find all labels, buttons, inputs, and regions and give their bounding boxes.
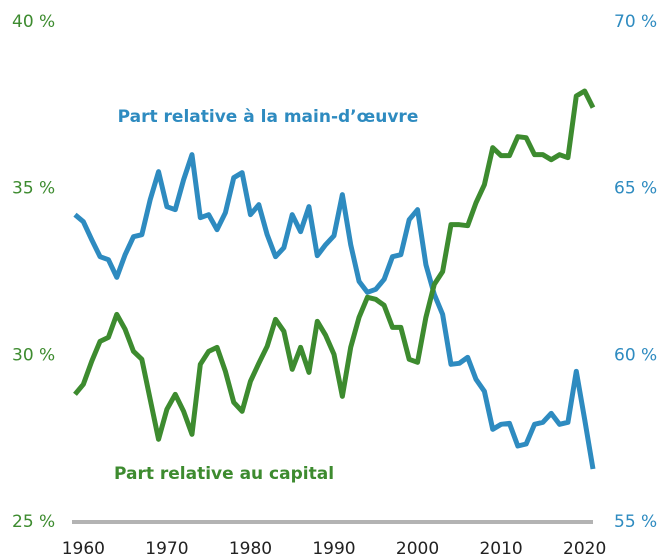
x-tick-label: 1960 bbox=[62, 539, 105, 559]
x-tick-label: 1980 bbox=[229, 539, 272, 559]
series-annotation: Part relative au capital bbox=[114, 464, 334, 484]
y2-tick-label: 60 % bbox=[614, 345, 657, 365]
x-tick-label: 2020 bbox=[563, 539, 606, 559]
y-tick-label: 25 % bbox=[12, 512, 55, 532]
y-tick-label: 35 % bbox=[12, 179, 55, 199]
y2-tick-label: 55 % bbox=[614, 512, 657, 532]
x-tick-label: 2000 bbox=[396, 539, 439, 559]
y2-tick-label: 65 % bbox=[614, 179, 657, 199]
y-tick-label: 40 % bbox=[12, 12, 55, 32]
series-annotation: Part relative à la main-d’œuvre bbox=[118, 107, 419, 127]
series-line bbox=[73, 88, 596, 442]
x-tick-label: 2010 bbox=[479, 539, 522, 559]
series-line bbox=[73, 152, 596, 470]
x-tick-label: 1990 bbox=[312, 539, 355, 559]
x-tick-label: 1970 bbox=[145, 539, 188, 559]
y-tick-label: 30 % bbox=[12, 345, 55, 365]
y2-tick-label: 70 % bbox=[614, 12, 657, 32]
